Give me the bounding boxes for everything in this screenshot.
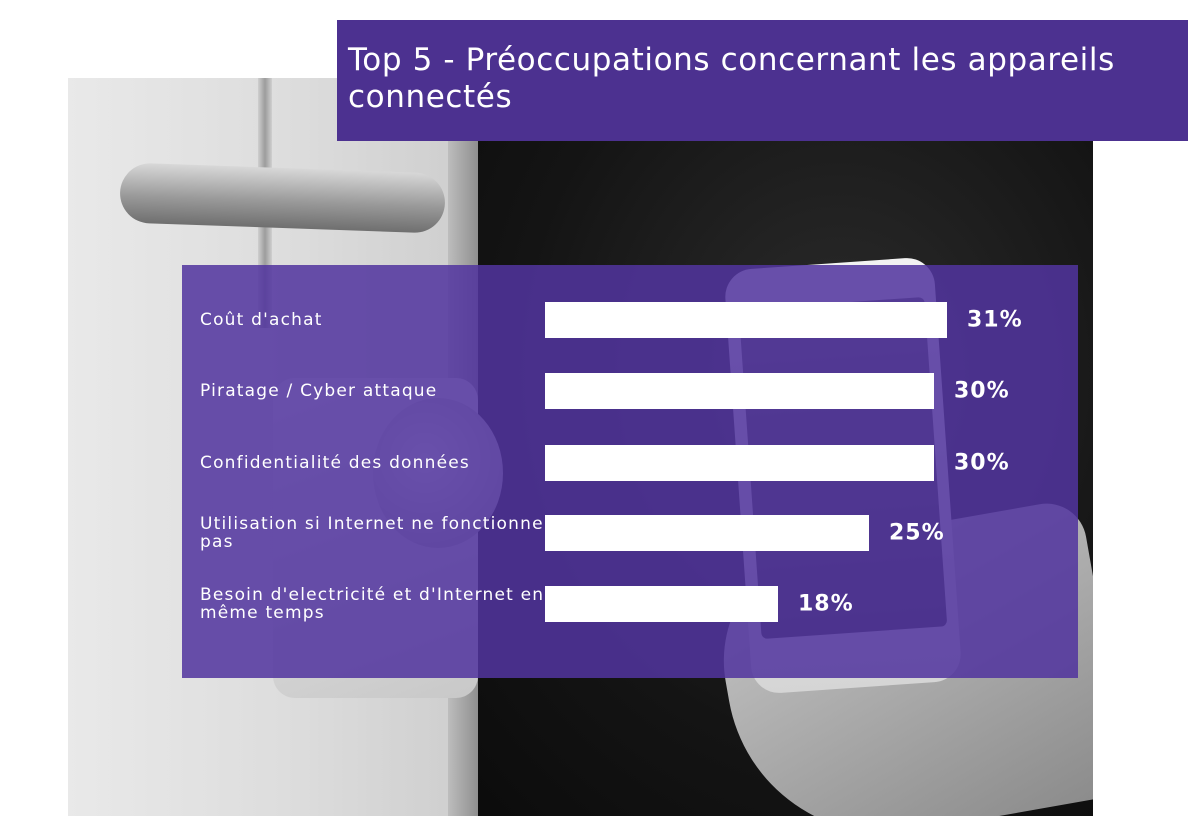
value-label: 18% bbox=[798, 591, 854, 617]
category-label: Coût d'achat bbox=[200, 310, 323, 330]
bar bbox=[545, 302, 947, 338]
value-label: 25% bbox=[889, 520, 945, 546]
bar bbox=[545, 373, 934, 409]
value-label: 31% bbox=[967, 307, 1023, 333]
category-label: Utilisation si Internet ne fonctionne pa… bbox=[200, 514, 544, 552]
bar-row: Piratage / Cyber attaque 30% bbox=[182, 373, 1078, 409]
bar-row: Confidentialité des données 30% bbox=[182, 445, 1078, 481]
title-band: Top 5 - Préoccupations concernant les ap… bbox=[337, 20, 1188, 141]
bar bbox=[545, 445, 934, 481]
bar-row: Besoin d'electricité et d'Internet en mê… bbox=[182, 586, 1078, 622]
bar-row: Coût d'achat 31% bbox=[182, 302, 1078, 338]
category-label: Besoin d'electricité et d'Internet en mê… bbox=[200, 585, 545, 623]
category-label: Confidentialité des données bbox=[200, 453, 470, 473]
bar-row: Utilisation si Internet ne fonctionne pa… bbox=[182, 515, 1078, 551]
category-label: Piratage / Cyber attaque bbox=[200, 381, 438, 401]
value-label: 30% bbox=[954, 450, 1010, 476]
door-handle-image bbox=[119, 162, 446, 234]
chart-panel: Coût d'achat 31% Piratage / Cyber attaque 3… bbox=[182, 265, 1078, 678]
bar bbox=[545, 515, 869, 551]
value-label: 30% bbox=[954, 378, 1010, 404]
chart-title: Top 5 - Préoccupations concernant les ap… bbox=[348, 42, 1115, 115]
bar bbox=[545, 586, 778, 622]
